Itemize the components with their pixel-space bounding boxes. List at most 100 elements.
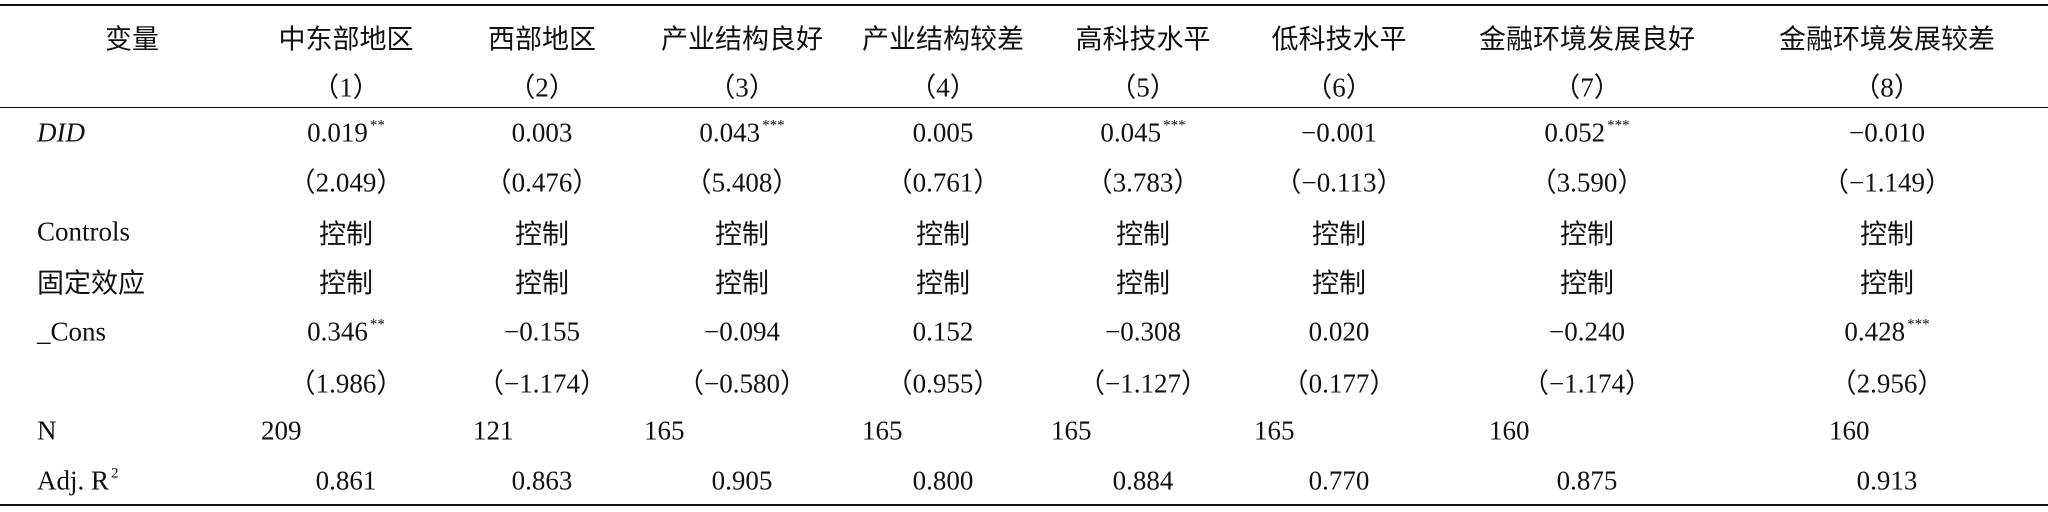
cell: 0.019 ** [307, 118, 385, 149]
cell: −0.001 [1301, 117, 1377, 148]
cell: 0.861 [315, 465, 377, 496]
column-header: 低科技水平 [1271, 24, 1407, 55]
cell: 0.884 [1112, 465, 1174, 496]
cell: （0.177） [1281, 368, 1397, 399]
column-number: （6） [1305, 72, 1373, 103]
row-label: DID [37, 117, 85, 148]
cell: （5.408） [684, 167, 800, 198]
cell: （−1.149） [1822, 167, 1952, 198]
cell: 121 [473, 415, 514, 446]
cell: 0.863 [511, 465, 573, 496]
column-header: 中东部地区 [278, 24, 414, 55]
cell-text: 0.428 [1844, 316, 1906, 347]
cell-text: 0.346 [307, 316, 368, 347]
cell: 209 [261, 415, 302, 446]
cell: 0.003 [511, 117, 573, 148]
cell-text: 0.019 [307, 117, 368, 148]
column-header: 变量 [105, 24, 159, 55]
column-number: （1） [312, 72, 380, 103]
cell: 控制 [1560, 268, 1614, 299]
cell: 160 [1489, 415, 1530, 446]
cell: 0.152 [912, 316, 974, 347]
cell: 0.020 [1308, 316, 1370, 347]
row-label: N [37, 415, 57, 446]
cell: 165 [644, 415, 685, 446]
cell: （2.956） [1829, 368, 1945, 399]
column-number: （7） [1553, 72, 1621, 103]
cell: 0.428 *** [1844, 317, 1929, 348]
cell: 控制 [1116, 219, 1170, 250]
cell: 控制 [715, 219, 769, 250]
cell-text: Adj. R [37, 465, 110, 496]
superscript: ** [369, 117, 385, 134]
cell: 0.913 [1856, 465, 1918, 496]
column-number: （5） [1109, 72, 1177, 103]
cell: 0.800 [912, 465, 974, 496]
cell: 0.770 [1308, 465, 1370, 496]
cell: （−1.174） [477, 368, 607, 399]
cell: 控制 [1312, 268, 1366, 299]
row-label: 固定效应 [37, 268, 145, 299]
cell: 0.045 *** [1100, 118, 1185, 149]
cell: 控制 [1116, 268, 1170, 299]
cell: 0.052 *** [1544, 118, 1629, 149]
column-number: （2） [508, 72, 576, 103]
cell: 160 [1829, 415, 1870, 446]
top-rule [0, 4, 2048, 6]
cell-text: 0.045 [1100, 117, 1162, 148]
cell: −0.155 [504, 316, 580, 347]
cell: （−0.580） [677, 368, 807, 399]
cell: 165 [1051, 415, 1092, 446]
cell: 0.875 [1556, 465, 1618, 496]
column-header: 西部地区 [488, 24, 596, 55]
cell: −0.240 [1549, 316, 1625, 347]
cell: −0.010 [1849, 117, 1925, 148]
superscript: ** [369, 316, 385, 333]
cell: 0.005 [912, 117, 974, 148]
column-header: 高科技水平 [1075, 24, 1211, 55]
cell: 控制 [515, 219, 569, 250]
column-number: （4） [909, 72, 977, 103]
cell: （0.761） [885, 167, 1001, 198]
superscript: *** [1163, 117, 1186, 134]
cell: 控制 [1312, 219, 1366, 250]
cell: （2.049） [288, 167, 404, 198]
cell: 165 [862, 415, 903, 446]
cell: （1.986） [288, 368, 404, 399]
cell: 控制 [515, 268, 569, 299]
cell: 0.346 ** [307, 317, 385, 348]
cell: （−1.127） [1078, 368, 1208, 399]
column-number: （3） [708, 72, 776, 103]
column-header: 金融环境发展良好 [1479, 24, 1695, 55]
cell: （0.955） [885, 368, 1001, 399]
row-label: _Cons [37, 316, 107, 347]
superscript: *** [1907, 316, 1930, 333]
cell: （3.783） [1085, 167, 1201, 198]
cell-text: 0.052 [1544, 117, 1606, 148]
bottom-rule [0, 504, 2048, 506]
cell: 控制 [1860, 268, 1914, 299]
cell: （−0.113） [1274, 167, 1404, 198]
header-rule [0, 107, 2048, 108]
column-header: 产业结构良好 [661, 24, 823, 55]
superscript: *** [1607, 117, 1630, 134]
column-header: 产业结构较差 [862, 24, 1024, 55]
cell: −0.308 [1105, 316, 1181, 347]
cell: 控制 [916, 219, 970, 250]
cell: 控制 [715, 268, 769, 299]
superscript: *** [762, 117, 785, 134]
cell: 0.905 [711, 465, 773, 496]
cell: −0.094 [704, 316, 780, 347]
cell: 控制 [319, 268, 373, 299]
cell: 控制 [1560, 219, 1614, 250]
cell-text: 0.043 [699, 117, 761, 148]
cell: （3.590） [1529, 167, 1645, 198]
row-label: Controls [37, 216, 131, 247]
cell: 控制 [319, 219, 373, 250]
cell: （0.476） [484, 167, 600, 198]
cell: （−1.174） [1522, 368, 1652, 399]
cell: 165 [1254, 415, 1295, 446]
cell: 0.043 *** [699, 118, 784, 149]
